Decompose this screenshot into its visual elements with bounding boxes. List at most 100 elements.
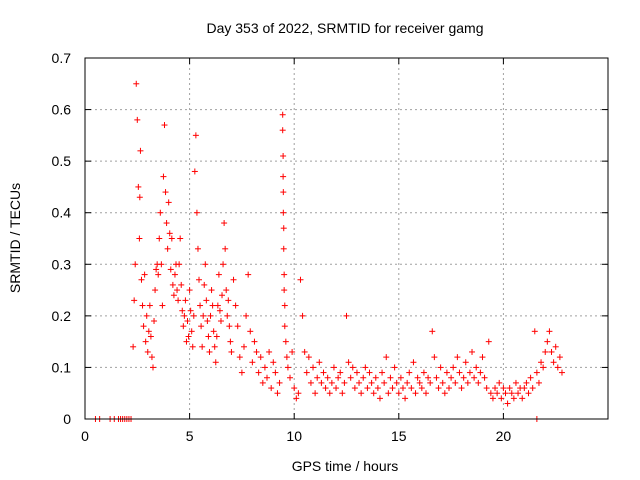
- data-point: [343, 312, 350, 319]
- data-point: [397, 374, 404, 381]
- data-point: [475, 379, 482, 386]
- y-tick-label: 0.2: [52, 308, 72, 324]
- data-point: [190, 312, 197, 319]
- x-tick-label: 5: [186, 428, 194, 444]
- data-point: [215, 271, 222, 278]
- data-point: [200, 312, 207, 319]
- data-point: [162, 189, 169, 196]
- data-point: [431, 354, 438, 361]
- data-point: [199, 343, 206, 350]
- data-point: [330, 364, 337, 371]
- data-point: [389, 385, 396, 392]
- data-point: [144, 348, 151, 355]
- data-point: [314, 374, 321, 381]
- data-point: [280, 173, 287, 180]
- data-point: [187, 307, 194, 314]
- data-point: [525, 390, 532, 397]
- data-point: [136, 194, 143, 201]
- data-point: [188, 328, 195, 335]
- data-point: [134, 116, 141, 123]
- data-point: [328, 379, 335, 386]
- data-point: [406, 369, 413, 376]
- data-point: [226, 323, 233, 330]
- data-point: [312, 390, 319, 397]
- data-point: [176, 261, 183, 268]
- data-point: [512, 379, 519, 386]
- data-point: [181, 312, 188, 319]
- data-point: [280, 209, 287, 216]
- data-point: [166, 230, 173, 237]
- data-point: [281, 302, 288, 309]
- data-point: [160, 173, 167, 180]
- data-point: [136, 235, 143, 242]
- y-tick-label: 0.4: [52, 205, 72, 221]
- data-point: [439, 379, 446, 386]
- data-point: [358, 390, 365, 397]
- data-point: [142, 338, 149, 345]
- data-point: [227, 338, 234, 345]
- data-point: [425, 374, 432, 381]
- data-point: [139, 302, 146, 309]
- data-point: [418, 385, 425, 392]
- data-point: [370, 390, 377, 397]
- data-point: [441, 390, 448, 397]
- data-point: [238, 369, 245, 376]
- data-point: [151, 318, 158, 325]
- data-point: [531, 328, 538, 335]
- data-point: [339, 390, 346, 397]
- data-point: [473, 364, 480, 371]
- data-point: [206, 348, 213, 355]
- data-point: [208, 287, 215, 294]
- data-point: [276, 379, 283, 386]
- data-point: [533, 369, 540, 376]
- data-point: [404, 379, 411, 386]
- data-point: [479, 354, 486, 361]
- data-point: [261, 364, 268, 371]
- data-point: [251, 338, 258, 345]
- data-point: [281, 323, 288, 330]
- data-point: [458, 385, 465, 392]
- x-tick-label: 10: [286, 428, 302, 444]
- data-point: [184, 318, 191, 325]
- data-point: [527, 374, 534, 381]
- data-point: [149, 364, 156, 371]
- data-point: [159, 302, 166, 309]
- data-point: [558, 369, 565, 376]
- data-point: [295, 390, 302, 397]
- y-tick-label: 0.1: [52, 359, 72, 375]
- data-point: [347, 374, 354, 381]
- grid: [85, 58, 608, 419]
- data-point: [414, 374, 421, 381]
- data-point: [180, 323, 187, 330]
- data-point: [341, 379, 348, 386]
- data-point: [362, 364, 369, 371]
- data-point: [301, 348, 308, 355]
- data-point: [519, 395, 526, 402]
- data-point: [236, 354, 243, 361]
- data-point: [232, 302, 239, 309]
- data-point: [146, 302, 153, 309]
- data-point: [483, 385, 490, 392]
- data-point: [372, 374, 379, 381]
- data-point: [196, 276, 203, 283]
- data-point: [185, 333, 192, 340]
- y-tick-label: 0.3: [52, 256, 72, 272]
- data-point: [364, 385, 371, 392]
- data-point: [550, 359, 557, 366]
- data-point: [170, 292, 177, 299]
- data-point: [223, 287, 230, 294]
- data-point: [427, 379, 434, 386]
- data-point: [249, 359, 256, 366]
- data-point: [192, 132, 199, 139]
- data-point: [202, 261, 209, 268]
- data-point: [353, 369, 360, 376]
- data-point: [408, 385, 415, 392]
- data-point: [500, 385, 507, 392]
- data-point: [132, 261, 139, 268]
- data-point: [153, 266, 160, 273]
- data-point: [349, 364, 356, 371]
- x-axis-label: GPS time / hours: [292, 458, 399, 474]
- data-point: [279, 127, 286, 134]
- data-point: [412, 390, 419, 397]
- data-point: [228, 348, 235, 355]
